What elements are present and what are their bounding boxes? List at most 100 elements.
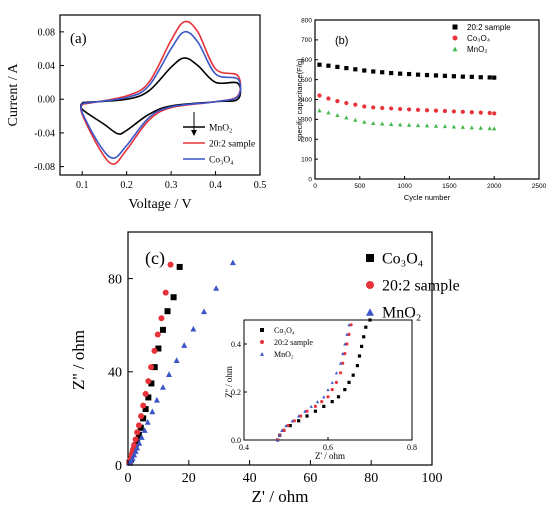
panel-a-legend-label: MnO₂	[209, 123, 232, 133]
panel-b-data-point	[317, 62, 322, 67]
panel-b-legend-marker	[452, 24, 458, 30]
inset-data-point	[330, 380, 334, 384]
inset-data-point	[334, 371, 338, 375]
inset-legend-marker	[260, 340, 264, 344]
panel-c-data-point	[148, 380, 155, 387]
panel-c-x-tick-label: 60	[303, 471, 317, 486]
panel-b-data-point	[460, 109, 465, 114]
panel-c-data-point	[153, 396, 160, 403]
inset-data-point	[339, 371, 343, 375]
panel-b-data-point	[362, 104, 367, 109]
panel-c-data-point	[131, 451, 138, 458]
inset-data-point	[334, 380, 338, 384]
inset-data-point	[349, 323, 353, 327]
panel-c-data-point	[162, 289, 169, 296]
inset-data-point	[313, 404, 317, 408]
panel-c-nyquist-chart: 0 20 40 60 80 100 0 40 80 (c) Z' / ohm Z'' / ohm…	[69, 231, 460, 506]
inset-data-point	[357, 354, 362, 358]
panel-b-x-tick-label: 1500	[442, 183, 457, 190]
panel-c-data-point	[145, 378, 152, 385]
panel-c-data-point	[134, 444, 141, 451]
inset-data-point	[320, 400, 324, 404]
panel-c-data-point	[132, 436, 139, 443]
inset-data-point	[330, 388, 334, 392]
inset-data-point	[297, 414, 301, 418]
panel-a-y-tick-label: 0.04	[38, 61, 56, 72]
panel-c-data-point	[129, 455, 136, 461]
panel-a-x-tick-label: 0.2	[120, 180, 133, 191]
panel-a-legend-label: Co₃O₄	[209, 155, 234, 165]
panel-b-data-point	[415, 72, 421, 77]
panel-b-data-point	[451, 74, 456, 79]
panel-b-data-point	[469, 110, 474, 115]
panel-b-y-tick-label: 600	[301, 57, 312, 64]
inset-data-point	[368, 318, 372, 322]
panel-b-data-point	[371, 120, 376, 125]
panel-c-data-point	[141, 427, 148, 433]
inset-data-point	[345, 332, 349, 336]
panel-b-x-tick-label: 2500	[532, 183, 547, 190]
panel-b-data-point	[389, 106, 394, 111]
inset-data-point	[336, 395, 341, 399]
panel-c-data-point	[149, 408, 156, 415]
panel-b-legend-label: 20:2 sample	[467, 23, 511, 32]
panel-c-legend-label: Co₃O₄	[382, 251, 424, 268]
panel-c-legend-marker	[366, 308, 374, 316]
panel-b-x-tick-label: 0	[313, 183, 317, 190]
inset-data-point	[355, 364, 359, 368]
panel-c-data-point	[142, 390, 149, 397]
panel-b-data-point	[424, 72, 430, 78]
panel-b-data-point	[451, 124, 456, 129]
panel-b-data-point	[406, 107, 412, 112]
panel-c-y-tick-label: 80	[108, 273, 122, 288]
panel-b-legend-marker	[452, 46, 458, 52]
panel-b-data-point	[380, 121, 385, 126]
panel-c-data-point	[140, 415, 147, 422]
inset-x-tick-label: 0.4	[239, 443, 249, 452]
panel-c-x-tick-label: 0	[125, 471, 132, 486]
panel-b-data-point	[433, 108, 439, 113]
panel-c-plot-frame	[127, 231, 433, 466]
panel-a-x-tick-label: 0.3	[165, 180, 178, 191]
panel-b-data-point	[335, 113, 340, 117]
panel-b-data-point	[371, 105, 376, 110]
inset-data-point	[360, 344, 364, 348]
panel-b-data-point	[460, 74, 465, 79]
panel-b-data-point	[317, 93, 322, 98]
panel-c-data-point	[138, 413, 145, 420]
panel-b-data-point	[406, 71, 412, 77]
panel-c-ticks-group: 0 20 40 60 80 100 0 40 80	[108, 273, 443, 487]
panel-c-data-point	[151, 364, 158, 371]
inset-data-point	[364, 325, 368, 329]
panel-b-y-tick-label: 500	[301, 77, 312, 84]
panel-b-data-point	[478, 110, 483, 115]
panel-c-legend-marker	[366, 281, 374, 289]
panel-b-data-point	[478, 75, 483, 80]
panel-c-y-tick-label: 0	[115, 459, 122, 474]
panel-b-y-tick-label: 400	[301, 97, 312, 104]
inset-y-tick-label: 0.0	[231, 436, 241, 445]
panel-a-arrow-head	[191, 130, 197, 136]
inset-legend-label: Co₃O₄	[274, 326, 295, 335]
inset-legend-marker	[260, 352, 264, 356]
panel-a-y-tick-label: -0.08	[34, 162, 55, 173]
panel-c-y-tick-label: 40	[108, 366, 122, 381]
panel-b-data-point	[492, 75, 497, 80]
panel-b-data-point	[353, 67, 358, 72]
panel-b-data-point	[326, 96, 331, 101]
panel-b-data-point	[326, 110, 331, 115]
panel-c-data-point	[181, 342, 188, 348]
panel-b-legend: 20:2 sample Co₃O₄ MnO₂	[452, 23, 511, 54]
panel-b-data-point	[344, 100, 349, 106]
panel-a-y-tick-label: 0.08	[38, 27, 56, 38]
panel-b-y-tick-label: 200	[301, 137, 312, 144]
panel-c-data-point	[159, 326, 166, 333]
inset-ticks-group: 0.4 0.6 0.8 0.0 0.2 0.4	[231, 340, 417, 452]
inset-legend-marker	[260, 328, 264, 332]
inset-data-point	[305, 409, 309, 413]
panel-c-data-point	[142, 406, 149, 413]
panel-b-x-tick-label: 1000	[397, 183, 412, 190]
inset-legend-label: MnO₂	[274, 350, 294, 359]
panel-b-series-group	[317, 62, 497, 131]
